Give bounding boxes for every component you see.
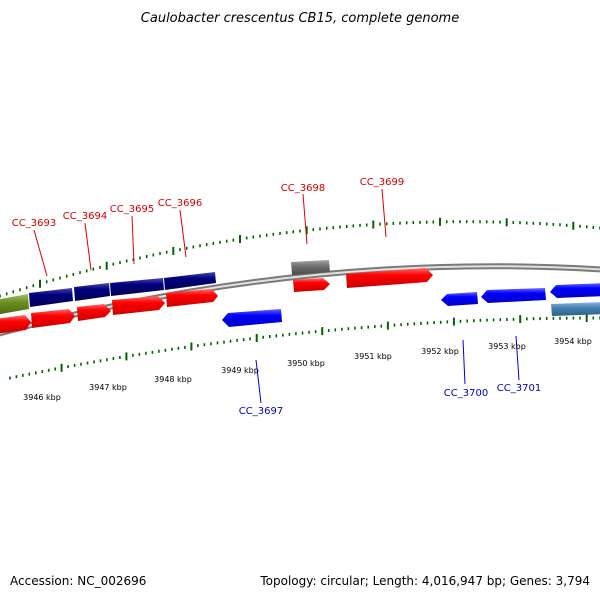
green-feature [0, 294, 29, 315]
grey-feature [291, 260, 330, 275]
operon-feature [164, 272, 216, 290]
gene-label: CC_3699 [360, 177, 404, 188]
inner-tick-marks [9, 314, 600, 380]
connector-line [131, 215, 135, 265]
position-label: 3954 kbp [554, 337, 592, 346]
gene-arrow [550, 283, 600, 298]
gene-arrow [31, 309, 75, 328]
reverse-gene-labels: CC_3697 CC_3700 CC_3701 [239, 383, 541, 417]
map-title: Caulobacter crescentus CB15, complete ge… [141, 11, 459, 26]
gene-label: CC_3697 [239, 406, 283, 417]
gene-arrow [77, 304, 111, 321]
position-label: 3952 kbp [421, 347, 459, 356]
operon-feature [29, 288, 73, 307]
genome-summary: Topology: circular; Length: 4,016,947 bp… [259, 574, 590, 588]
gene-label: CC_3694 [63, 211, 107, 222]
gene-arrow [441, 292, 478, 306]
gene-label: CC_3698 [281, 183, 325, 194]
position-label: 3953 kbp [488, 342, 526, 351]
gene-arrow [166, 289, 218, 307]
connector-line [84, 222, 92, 271]
outer-tick-marks [0, 217, 600, 298]
accession-label: Accession: NC_002696 [10, 574, 146, 588]
gene-arrow [293, 278, 330, 292]
forward-gene-labels: CC_3693 CC_3694 CC_3695 CC_3696 CC_3698 … [12, 177, 404, 229]
gene-arrow [222, 309, 282, 327]
gene-label: CC_3693 [12, 218, 56, 229]
position-labels: 3946 kbp 3947 kbp 3948 kbp 3949 kbp 3950… [23, 337, 592, 402]
connector-line [33, 229, 48, 277]
connector-line [381, 188, 387, 238]
gene-label: CC_3696 [158, 198, 202, 209]
gene-label: CC_3695 [110, 204, 154, 215]
gene-label: CC_3700 [444, 388, 488, 399]
connector-line [255, 359, 262, 404]
outer-feature-track [0, 260, 330, 315]
connector-line [302, 193, 308, 245]
gene-arrow [0, 315, 31, 334]
position-label: 3946 kbp [23, 393, 61, 402]
label-connectors [33, 188, 520, 404]
connector-line [179, 209, 187, 258]
gene-arrow [346, 268, 433, 288]
connector-line [515, 335, 520, 381]
position-label: 3948 kbp [154, 375, 192, 384]
operon-feature [74, 283, 110, 301]
forward-strand-genes [0, 268, 433, 334]
position-label: 3949 kbp [221, 366, 259, 375]
genome-backbone-highlight [0, 265, 600, 335]
gene-arrow [112, 296, 165, 315]
steelblue-feature [551, 302, 600, 316]
reverse-strand-genes [222, 283, 600, 327]
position-label: 3947 kbp [89, 383, 127, 392]
position-label: 3951 kbp [354, 352, 392, 361]
operon-feature [110, 278, 164, 296]
gene-arrow [481, 288, 546, 303]
position-label: 3950 kbp [287, 359, 325, 368]
gene-label: CC_3701 [497, 383, 541, 394]
connector-line [462, 339, 466, 385]
